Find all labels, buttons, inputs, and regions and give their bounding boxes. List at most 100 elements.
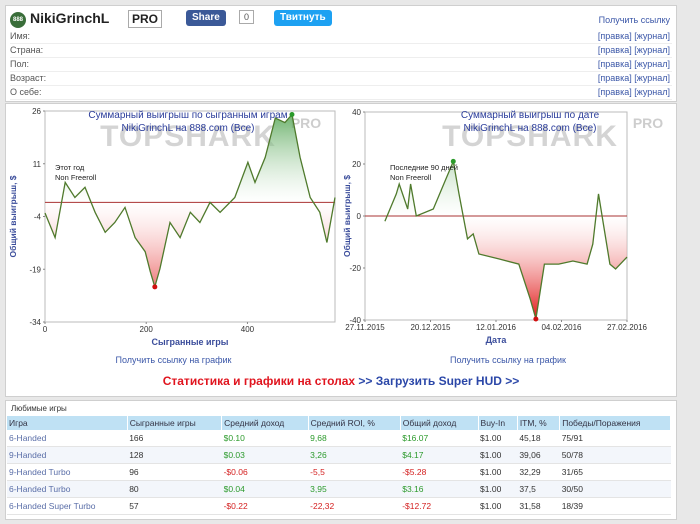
positive-area xyxy=(384,161,627,216)
avatar: 888 xyxy=(10,12,26,28)
annotation: Non Freeroll xyxy=(390,173,432,182)
table-row: 9-Handed 128 $0.03 3,26 $4.17 $1.00 39,06 50/78 xyxy=(7,446,671,464)
table-cell: 30/50 xyxy=(559,480,671,498)
field-actions: [правка] [журнал] xyxy=(598,59,670,69)
chart-link[interactable]: Получить ссылку на график xyxy=(450,355,566,365)
player-name: NikiGrinchL xyxy=(30,10,110,26)
table-cell: $4.17 xyxy=(400,446,479,464)
x-tick-label: 27.11.2015 xyxy=(345,323,385,332)
edit-link[interactable]: [правка] xyxy=(597,45,632,55)
table-cell: $0.03 xyxy=(221,446,309,464)
watermark: TOPSHARK xyxy=(442,120,618,153)
column-header: Сыгранные игры xyxy=(127,416,223,430)
table-cell: 31,58 xyxy=(517,497,560,515)
column-header: Средний ROI, % xyxy=(308,416,401,430)
table-cell: $1.00 xyxy=(478,463,518,481)
watermark: TOPSHARK xyxy=(100,120,276,153)
field-label: О себе: xyxy=(10,87,42,97)
share-button[interactable]: Share xyxy=(186,10,226,26)
x-tick-label: 04.02.2016 xyxy=(541,323,582,332)
x-tick-label: 12.01.2016 xyxy=(476,323,517,332)
profile-fields: Имя: [правка] [журнал] Страна: [правка] [жу… xyxy=(10,30,672,100)
min-marker xyxy=(152,284,158,290)
table-cell: 6-Handed xyxy=(7,430,128,447)
log-link[interactable]: [журнал] xyxy=(634,87,670,97)
y-tick-label: -4 xyxy=(34,213,42,222)
table-title: Любимые игры xyxy=(11,404,67,413)
table-cell: 6-Handed Turbo xyxy=(7,480,128,498)
table-cell: $3.16 xyxy=(400,480,479,498)
profile-row: Пол: [правка] [журнал] xyxy=(10,58,672,72)
chart: TOPSHARK PRO -34 -19 -4 11 26 0 200 400 Суммарный … xyxy=(8,107,336,347)
column-header: ITM, % xyxy=(517,416,561,430)
games-table: Игра Сыгранные игры Средний доход Средний R… xyxy=(7,416,671,515)
banner-link[interactable]: >> Загрузить Super HUD >> xyxy=(355,374,520,388)
table-cell: 96 xyxy=(127,463,222,481)
chart-subtitle: NikiGrinchL на 888.com (Все) xyxy=(122,123,255,134)
negative-area xyxy=(384,216,627,319)
max-marker xyxy=(289,112,295,118)
table-row: 9-Handed Turbo 96 -$0.06 -5,5 -$5.28 $1.00 32,… xyxy=(7,463,671,481)
tweet-button[interactable]: Твитнуть xyxy=(274,10,332,26)
log-link[interactable]: [журнал] xyxy=(634,59,670,69)
table-cell: $1.00 xyxy=(478,430,518,447)
table-cell: -$0.22 xyxy=(221,497,309,515)
table-cell: -22,32 xyxy=(308,497,401,515)
x-tick-label: 0 xyxy=(43,325,48,334)
min-marker xyxy=(533,316,539,322)
profile-row: О себе: [правка] [журнал] xyxy=(10,86,672,100)
x-tick-label: 20.12.2015 xyxy=(410,323,451,332)
log-link[interactable]: [журнал] xyxy=(634,31,670,41)
table-cell: 57 xyxy=(127,497,222,515)
field-label: Страна: xyxy=(10,45,44,55)
edit-link[interactable]: [правка] xyxy=(597,73,632,83)
table-cell: 50/78 xyxy=(559,446,671,464)
edit-link[interactable]: [правка] xyxy=(597,59,632,69)
y-tick-label: -40 xyxy=(349,316,361,325)
table-cell: 128 xyxy=(127,446,222,464)
table-cell: 3,26 xyxy=(308,446,401,464)
chart-link[interactable]: Получить ссылку на график xyxy=(115,355,232,365)
chart-title: Суммарный выигрыш по сыгранным играм xyxy=(88,110,287,121)
column-header: Победы/Поражения xyxy=(559,416,671,430)
annotation: Последние 90 дней xyxy=(390,163,458,172)
chart-subtitle: NikiGrinchL на 888.com (Все) xyxy=(464,123,597,134)
edit-link[interactable]: [правка] xyxy=(597,31,632,41)
field-label: Имя: xyxy=(10,31,31,41)
chart-title: Суммарный выигрыш по дате xyxy=(461,110,600,121)
table-row: 6-Handed Turbo 80 $0.04 3,95 $3.16 $1.00 37,5 3… xyxy=(7,480,671,498)
log-link[interactable]: [журнал] xyxy=(634,45,670,55)
table-cell: 32,29 xyxy=(517,463,560,481)
table-cell: -$12.72 xyxy=(400,497,479,515)
table-cell: 9,68 xyxy=(308,430,401,447)
profile-panel: 888 NikiGrinchL PRO Share 0 Твитнуть Пол… xyxy=(5,5,677,102)
column-header: Общий доход xyxy=(400,416,479,430)
x-tick-label: 400 xyxy=(241,325,255,334)
share-count: 0 xyxy=(239,10,255,24)
table-cell: 166 xyxy=(127,430,222,447)
x-tick-label: 27.02.2016 xyxy=(607,323,648,332)
max-marker xyxy=(450,158,456,164)
y-tick-label: 20 xyxy=(352,160,361,169)
y-axis-label: Общий выигрыш, $ xyxy=(342,175,352,257)
watermark-badge: PRO xyxy=(291,115,321,131)
table-cell: 9-Handed Turbo xyxy=(7,463,128,481)
y-tick-label: 11 xyxy=(33,160,42,169)
profile-row: Страна: [правка] [журнал] xyxy=(10,44,672,58)
edit-link[interactable]: [правка] xyxy=(597,87,632,97)
table-cell: $1.00 xyxy=(478,480,518,498)
table-cell: $0.10 xyxy=(221,430,309,447)
get-link[interactable]: Получить ссылку xyxy=(598,15,670,25)
y-tick-label: -20 xyxy=(349,264,361,273)
table-cell: $0.04 xyxy=(221,480,309,498)
line xyxy=(384,159,628,320)
column-header: Игра xyxy=(7,416,128,430)
y-tick-label: 26 xyxy=(32,107,41,116)
column-header: Buy-In xyxy=(478,416,518,430)
field-actions: [правка] [журнал] xyxy=(598,31,670,41)
y-tick-label: -34 xyxy=(29,318,41,327)
y-tick-label: -19 xyxy=(29,265,41,274)
log-link[interactable]: [журнал] xyxy=(634,73,670,83)
x-axis-label: Сыгранные игры xyxy=(152,337,229,347)
y-axis-label: Общий выигрыш, $ xyxy=(8,175,18,257)
